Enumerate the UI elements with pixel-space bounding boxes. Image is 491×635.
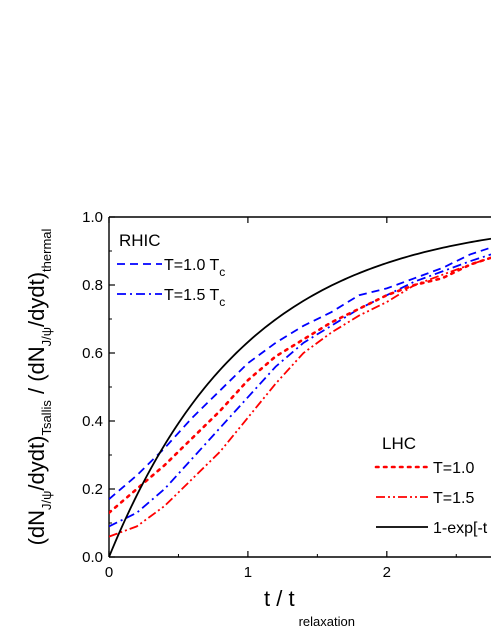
y-tick-label: 0.8 bbox=[82, 277, 103, 294]
series-line-0 bbox=[109, 246, 491, 500]
legend-title-lhc: LHC bbox=[382, 434, 416, 453]
y-axis-title: (dNJ/ψ/dydt)Tsallis / (dNJ/ψ/dydt)therma… bbox=[24, 228, 54, 545]
y-tick-label: 0.4 bbox=[82, 413, 103, 430]
legend-label-lhc-1: T=1.5 bbox=[433, 490, 474, 507]
y-tick-label: 0.0 bbox=[82, 549, 103, 566]
x-tick-label: 1 bbox=[244, 564, 252, 581]
x-tick-label: 0 bbox=[105, 564, 113, 581]
series-line-3 bbox=[109, 256, 491, 538]
series-line-1 bbox=[109, 253, 491, 528]
series-line-4 bbox=[109, 237, 491, 557]
y-tick-label: 0.6 bbox=[82, 345, 103, 362]
legend-label-rhic-1: T=1.5 Tc bbox=[164, 287, 225, 309]
y-tick-label: 0.2 bbox=[82, 481, 103, 498]
x-axis-title: t / trelaxation bbox=[264, 586, 355, 629]
x-tick-label: 2 bbox=[383, 564, 391, 581]
y-tick-label: 1.0 bbox=[82, 209, 103, 226]
legend-title-rhic: RHIC bbox=[119, 231, 161, 250]
legend-label-lhc-0: T=1.0 bbox=[433, 460, 474, 477]
legend-label-lhc-2: 1-exp[-t / tre bbox=[433, 520, 491, 542]
legend-label-rhic-0: T=1.0 Tc bbox=[164, 257, 225, 279]
